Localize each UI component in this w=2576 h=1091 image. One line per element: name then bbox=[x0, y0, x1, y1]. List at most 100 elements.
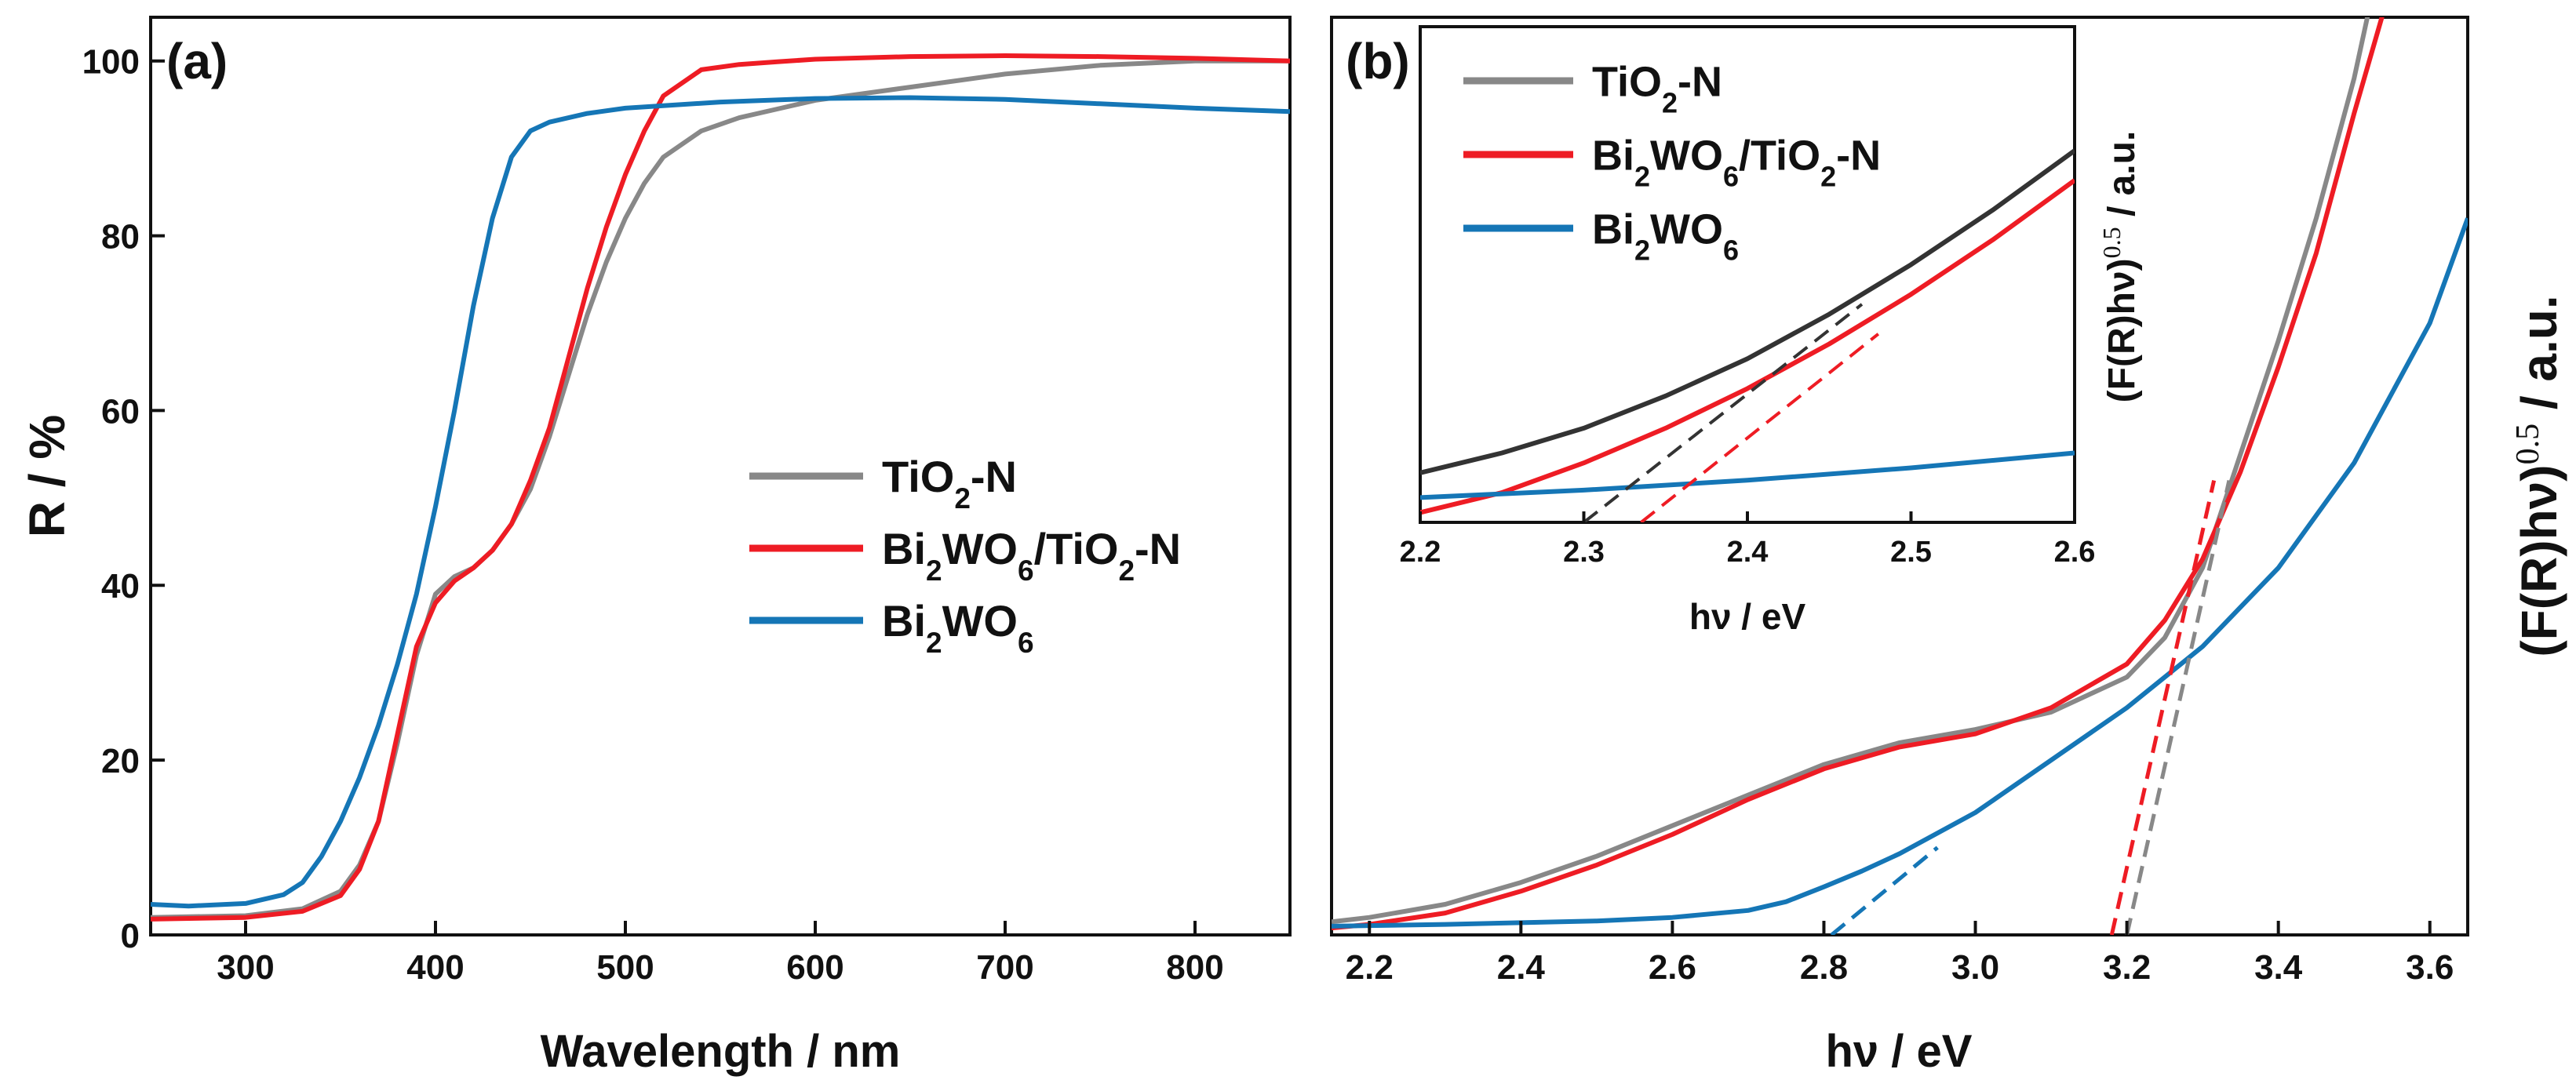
panel-b-tangent-bi2wo6 bbox=[1830, 846, 1939, 935]
panel-b-x-ticks: 2.2 2.4 2.6 2.8 3.0 3.2 3.4 3.6 bbox=[1346, 921, 2454, 987]
panel-b-y-axis-label-exp: 0.5 bbox=[2510, 424, 2546, 465]
panel-b-x-tick-label: 2.8 bbox=[1800, 948, 1848, 987]
inset-legend-text-sub1: 2 bbox=[1662, 86, 1678, 118]
panel-a-frame bbox=[149, 16, 1292, 936]
panel-a-legend-label-bi2wo6-tio2-n: Bi2WO6/TiO2-N bbox=[882, 524, 1181, 587]
inset-tangent-tio2-n bbox=[1583, 303, 1864, 522]
panel-b-x-tick-label: 2.2 bbox=[1346, 948, 1394, 987]
panel-a-x-tick-label: 300 bbox=[217, 948, 274, 987]
panel-a-legend-label-tio2-n: TiO2-N bbox=[882, 452, 1017, 515]
inset-legend-text-sub2: 6 bbox=[1723, 234, 1739, 266]
panel-b-x-tick-label: 3.2 bbox=[2103, 948, 2151, 987]
inset-x-tick-label: 2.4 bbox=[1727, 536, 1769, 569]
panel-a-y-axis-label: R / % bbox=[19, 415, 75, 537]
panel-b-y-axis-label-text: (F(R)hν) bbox=[2511, 464, 2567, 656]
panel-a-x-tick-label: 600 bbox=[786, 948, 843, 987]
inset-legend-text-mid: WO bbox=[1650, 205, 1723, 253]
panel-b-inset: 2.2 2.3 2.4 2.5 2.6 hν / eV (F(R)hν)0.5 / a.… bbox=[1400, 25, 2143, 637]
panel-a-legend-text-sub2: 6 bbox=[1018, 627, 1034, 659]
inset-y-axis-label: (F(R)hν)0.5 / a.u. bbox=[2097, 131, 2143, 403]
panel-a-legend-text-base: TiO bbox=[882, 452, 954, 501]
inset-legend-text-base: Bi bbox=[1592, 205, 1634, 253]
inset-legend-text-sub1: 2 bbox=[1634, 160, 1650, 192]
inset-legend-label-bi2wo6: Bi2WO6 bbox=[1592, 205, 1739, 266]
panel-b-x-tick-label: 2.4 bbox=[1497, 948, 1546, 987]
inset-legend-text-mid: WO bbox=[1650, 132, 1723, 179]
panel-a-legend-text-mid: -N bbox=[971, 452, 1017, 501]
inset-legend-text-base: TiO bbox=[1592, 58, 1662, 105]
inset-legend-text-sub3: 2 bbox=[1820, 160, 1836, 192]
panel-a-y-tick-label: 0 bbox=[121, 917, 140, 955]
inset-y-axis-label-exp: 0.5 bbox=[2097, 227, 2126, 258]
inset-legend-text-sub1: 2 bbox=[1634, 234, 1650, 266]
panel-a-legend-text-sub1: 2 bbox=[954, 482, 971, 515]
panel-a-y-tick-label: 60 bbox=[101, 392, 140, 431]
inset-x-tick-label: 2.3 bbox=[1563, 536, 1605, 569]
inset-legend-label-tio2-n: TiO2-N bbox=[1592, 58, 1722, 118]
panel-b-label: (b) bbox=[1346, 33, 1410, 89]
panel-b-x-tick-label: 3.0 bbox=[1951, 948, 1999, 987]
panel-a: 300 400 500 600 700 800 0 20 40 60 80 100 (a) Wave… bbox=[19, 16, 1292, 1077]
inset-series bbox=[1420, 148, 2075, 522]
inset-tangent-bi2wo6-tio2-n bbox=[1640, 333, 1880, 522]
panel-b-x-axis-label: hν / eV bbox=[1826, 1026, 1973, 1077]
panel-a-x-ticks: 300 400 500 600 700 800 bbox=[217, 921, 1224, 987]
panel-a-legend-text-base: Bi bbox=[882, 596, 926, 646]
inset-x-tick-label: 2.5 bbox=[1890, 536, 1932, 569]
panel-a-x-tick-label: 400 bbox=[406, 948, 464, 987]
inset-line-bi2wo6 bbox=[1420, 450, 2075, 500]
panel-a-x-tick-label: 800 bbox=[1166, 948, 1223, 987]
panel-a-x-axis-label: Wavelength / nm bbox=[541, 1026, 901, 1077]
panel-a-legend-text-sub1: 2 bbox=[926, 627, 942, 659]
inset-x-tick-label: 2.6 bbox=[2054, 536, 2096, 569]
panel-a-legend-text-sub1: 2 bbox=[926, 555, 942, 587]
inset-legend-text-tail: /TiO bbox=[1739, 132, 1820, 179]
panel-b-x-tick-label: 2.6 bbox=[1649, 948, 1696, 987]
panel-a-x-tick-label: 700 bbox=[976, 948, 1033, 987]
panel-b-line-bi2wo6-tio2-n bbox=[1332, 17, 2385, 931]
inset-x-ticks: 2.2 2.3 2.4 2.5 2.6 bbox=[1400, 511, 2096, 569]
inset-legend-text-end: -N bbox=[1836, 132, 1881, 179]
panel-a-y-tick-label: 100 bbox=[82, 43, 140, 82]
panel-a-line-bi2wo6 bbox=[151, 95, 1290, 909]
panel-a-legend-text-mid: WO bbox=[942, 596, 1018, 646]
panel-b-line-bi2wo6 bbox=[1332, 217, 2468, 929]
panel-b-line-tio2-n bbox=[1332, 17, 2370, 925]
panel-b-series bbox=[1332, 17, 2468, 935]
panel-b-y-axis-label: (F(R)hν)0.5 / a.u. bbox=[2510, 295, 2567, 656]
panel-a-legend-text-tail: /TiO bbox=[1034, 524, 1119, 573]
panel-a-y-tick-label: 40 bbox=[101, 567, 140, 606]
panel-a-legend-text-end: -N bbox=[1135, 524, 1181, 573]
panel-b-x-tick-label: 3.4 bbox=[2254, 948, 2303, 987]
panel-a-legend-text-mid: WO bbox=[942, 524, 1018, 573]
inset-line-tio2-n bbox=[1420, 148, 2075, 475]
inset-y-axis-label-text: (F(R)hν) bbox=[2101, 258, 2143, 402]
inset-x-axis-label: hν / eV bbox=[1689, 596, 1806, 637]
panel-b-tangent-bi2wo6-tio2-n bbox=[2109, 480, 2217, 935]
inset-legend-text-base: Bi bbox=[1592, 132, 1634, 179]
inset-y-axis-label-unit: / a.u. bbox=[2101, 131, 2143, 227]
panel-b-tangent-tio2-n bbox=[2125, 480, 2232, 935]
panel-a-line-bi2wo6-tio2-n bbox=[151, 53, 1290, 922]
panel-a-y-tick-label: 80 bbox=[101, 217, 140, 256]
inset-legend-text-sub2: 6 bbox=[1723, 160, 1739, 192]
panel-a-series bbox=[151, 53, 1290, 922]
panel-a-y-tick-label: 20 bbox=[101, 742, 140, 780]
inset-x-tick-label: 2.2 bbox=[1400, 536, 1441, 569]
panel-a-legend-text-sub3: 2 bbox=[1118, 555, 1135, 587]
panel-b-frame bbox=[1330, 16, 2469, 936]
panel-a-y-ticks: 0 20 40 60 80 100 bbox=[82, 43, 165, 955]
panel-a-legend-text-base: Bi bbox=[882, 524, 926, 573]
panel-a-line-tio2-n bbox=[151, 58, 1290, 920]
panel-a-legend-label-bi2wo6: Bi2WO6 bbox=[882, 596, 1034, 659]
inset-line-bi2wo6-tio2-n bbox=[1420, 178, 2075, 515]
panel-a-legend-text-sub2: 6 bbox=[1018, 555, 1034, 587]
panel-b: 2.2 2.4 2.6 2.8 3.0 3.2 3.4 3.6 (b) hν / eV (F(… bbox=[1330, 16, 2567, 1077]
panel-a-x-tick-label: 500 bbox=[596, 948, 654, 987]
panel-b-x-tick-label: 3.6 bbox=[2406, 948, 2454, 987]
inset-legend-text-mid: -N bbox=[1678, 58, 1722, 105]
panel-a-label: (a) bbox=[166, 33, 228, 89]
